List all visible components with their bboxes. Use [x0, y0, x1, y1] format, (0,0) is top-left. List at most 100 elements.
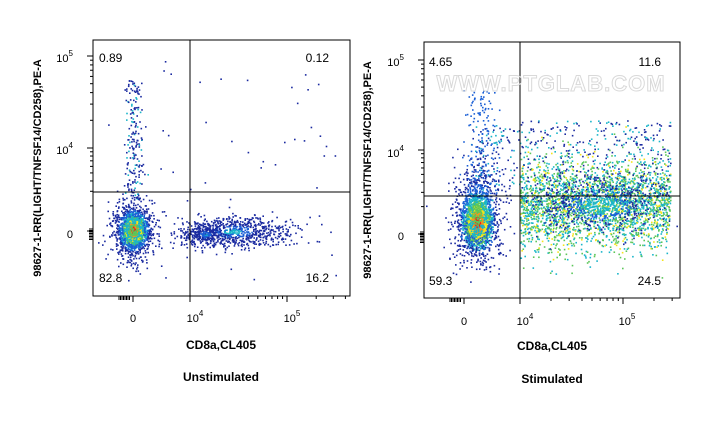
event-dot	[491, 219, 493, 221]
event-dot	[118, 229, 120, 232]
event-dot	[127, 184, 129, 186]
event-dot	[143, 232, 145, 235]
event-dot	[146, 233, 148, 235]
event-dot	[219, 230, 222, 232]
event-dot	[238, 236, 240, 239]
event-dot	[199, 236, 202, 238]
event-dot	[224, 237, 227, 240]
event-dot	[195, 236, 197, 238]
event-dot	[184, 239, 187, 242]
event-dot	[473, 206, 476, 209]
event-dot	[219, 224, 221, 227]
event-dot	[150, 234, 152, 237]
event-dot	[206, 237, 209, 240]
event-dot	[462, 229, 465, 231]
event-dot	[115, 205, 117, 207]
event-dot	[222, 233, 225, 236]
event-dot	[471, 253, 473, 255]
event-dot	[202, 244, 204, 247]
event-dot	[143, 214, 146, 217]
event-dot	[262, 226, 265, 228]
event-dot	[144, 173, 146, 176]
scatter-dots	[98, 61, 337, 282]
event-dot	[482, 213, 484, 215]
event-dot	[215, 220, 218, 222]
event-dot	[465, 236, 467, 239]
event-dot	[130, 200, 133, 202]
event-dot	[128, 279, 130, 282]
event-dot	[220, 221, 223, 224]
event-dot	[461, 237, 463, 240]
event-dot	[455, 190, 457, 193]
event-dot	[145, 229, 147, 231]
event-dot	[139, 209, 142, 211]
event-dot	[489, 205, 492, 207]
event-dot	[253, 230, 255, 233]
event-dot	[490, 256, 493, 259]
event-dot	[123, 185, 126, 187]
event-dot	[486, 210, 489, 213]
event-dot	[129, 183, 132, 186]
event-dot	[128, 216, 130, 219]
event-dot	[123, 212, 125, 214]
event-dot	[265, 225, 267, 228]
event-dot	[119, 251, 121, 253]
event-dot	[307, 89, 309, 91]
event-dot	[146, 221, 148, 223]
event-dot	[124, 236, 127, 239]
event-dot	[483, 197, 486, 199]
event-dot	[247, 225, 250, 227]
event-dot	[160, 265, 163, 267]
event-dot	[124, 225, 127, 227]
event-dot	[126, 238, 129, 240]
event-dot	[467, 230, 469, 233]
event-dot	[136, 238, 138, 240]
event-dot	[235, 221, 238, 223]
event-dot	[483, 248, 485, 251]
event-dot	[116, 202, 119, 204]
event-dot	[479, 230, 482, 232]
event-dot	[242, 225, 245, 228]
event-dot	[125, 217, 127, 219]
event-dot	[469, 233, 472, 236]
event-dot	[138, 243, 141, 245]
event-dot	[112, 213, 114, 215]
event-dot	[133, 121, 136, 123]
event-dot	[130, 223, 133, 226]
event-dot	[468, 210, 471, 213]
event-dot	[122, 212, 124, 214]
event-dot	[139, 273, 142, 275]
event-dot	[260, 221, 262, 224]
quadrant-lower-right-label: 16.2	[306, 271, 330, 285]
event-dot	[125, 225, 128, 228]
event-dot	[134, 194, 137, 197]
event-dot	[481, 214, 484, 217]
event-dot	[137, 253, 140, 255]
event-dot	[250, 241, 252, 243]
event-dot	[126, 224, 128, 226]
event-dot	[256, 217, 259, 219]
event-dot	[482, 231, 484, 233]
event-dot	[241, 239, 243, 242]
event-dot	[130, 202, 133, 204]
event-dot	[243, 244, 245, 246]
event-dot	[131, 105, 133, 107]
event-dot	[252, 242, 255, 244]
event-dot	[126, 266, 128, 268]
event-dot	[216, 228, 218, 230]
event-dot	[132, 213, 134, 216]
event-dot	[132, 229, 134, 232]
event-dot	[147, 223, 150, 225]
event-dot	[467, 206, 470, 208]
event-dot	[157, 225, 160, 228]
event-dot	[144, 239, 146, 241]
event-dot	[471, 239, 474, 242]
event-dot	[209, 246, 211, 249]
event-dot	[142, 208, 144, 211]
event-dot	[136, 240, 138, 242]
event-dot	[144, 205, 147, 207]
event-dot	[232, 212, 234, 215]
event-dot	[498, 213, 500, 215]
event-dot	[484, 224, 486, 226]
event-dot	[123, 229, 125, 231]
